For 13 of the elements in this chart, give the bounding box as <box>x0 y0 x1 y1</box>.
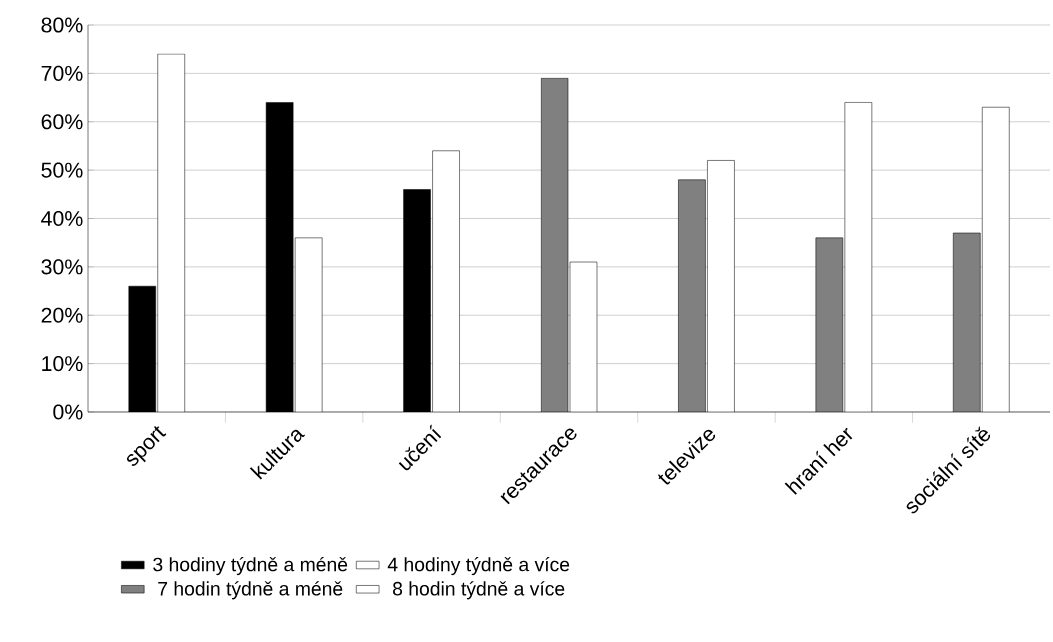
y-tick-label: 50% <box>41 162 83 178</box>
y-tick-label: 60% <box>41 114 83 130</box>
y-tick-label: 70% <box>41 65 83 81</box>
y-tick-label: 30% <box>41 259 83 275</box>
y-tick-label: 0% <box>53 404 83 420</box>
legend-label: 8 hodin týdně a více <box>393 581 565 600</box>
legend-label: 4 hodiny týdně a více <box>387 556 570 576</box>
y-tick-label: 40% <box>41 210 83 227</box>
legend-label: 3 hodiny týdně a méně <box>153 556 348 576</box>
y-tick-label: 20% <box>41 307 83 323</box>
y-tick-label: 80% <box>41 17 83 33</box>
legend-label: 7 hodin týdně a méně <box>158 581 343 600</box>
y-tick-label: 10% <box>42 356 83 372</box>
